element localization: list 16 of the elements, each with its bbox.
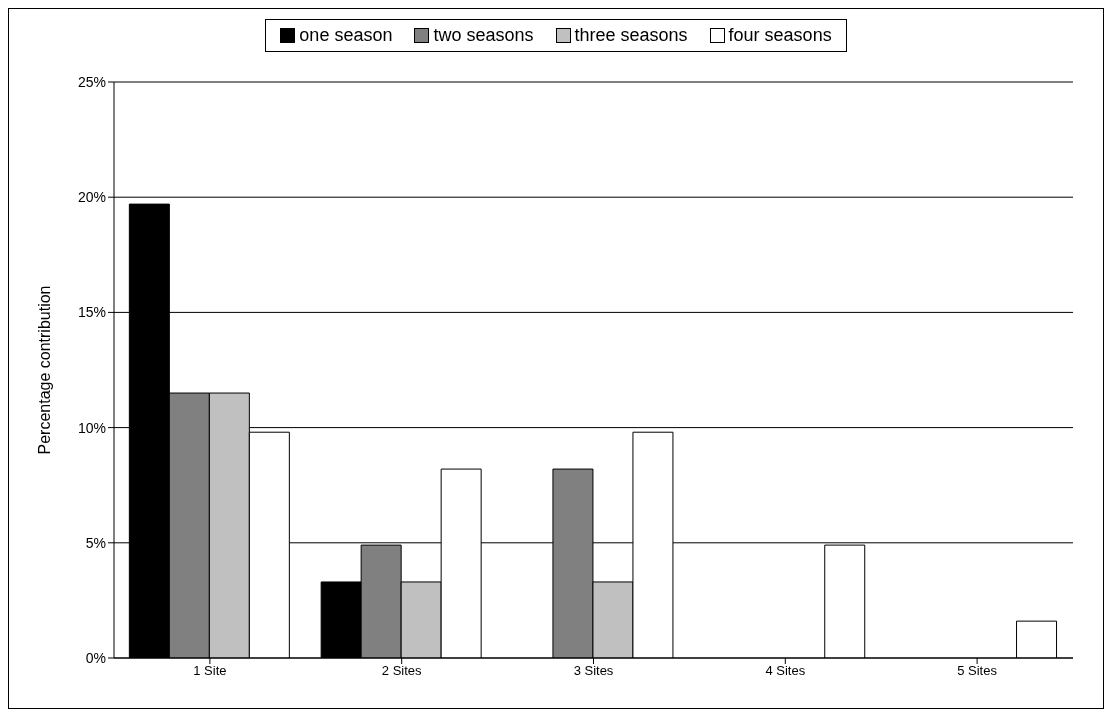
legend-label: four seasons — [728, 25, 832, 46]
y-tick-label: 25% — [77, 73, 106, 90]
y-tick-label: 0% — [85, 649, 106, 666]
x-tick-label: 2 Sites — [381, 663, 423, 679]
legend-label: three seasons — [574, 25, 688, 46]
y-tick-label: 5% — [85, 534, 106, 551]
y-tick-label: 10% — [77, 419, 106, 436]
x-tick-label: 1 Site — [193, 663, 227, 679]
x-tick-label: 3 Sites — [573, 663, 614, 679]
y-axis-title: Percentage contribution — [35, 285, 53, 455]
legend-label: two seasons — [433, 25, 534, 46]
y-tick-label: 15% — [77, 304, 106, 321]
x-tick-label: 4 Sites — [765, 663, 806, 679]
y-tick-label: 20% — [77, 189, 106, 206]
legend-label: one season — [299, 25, 393, 46]
x-tick-label: 5 Sites — [957, 663, 998, 679]
